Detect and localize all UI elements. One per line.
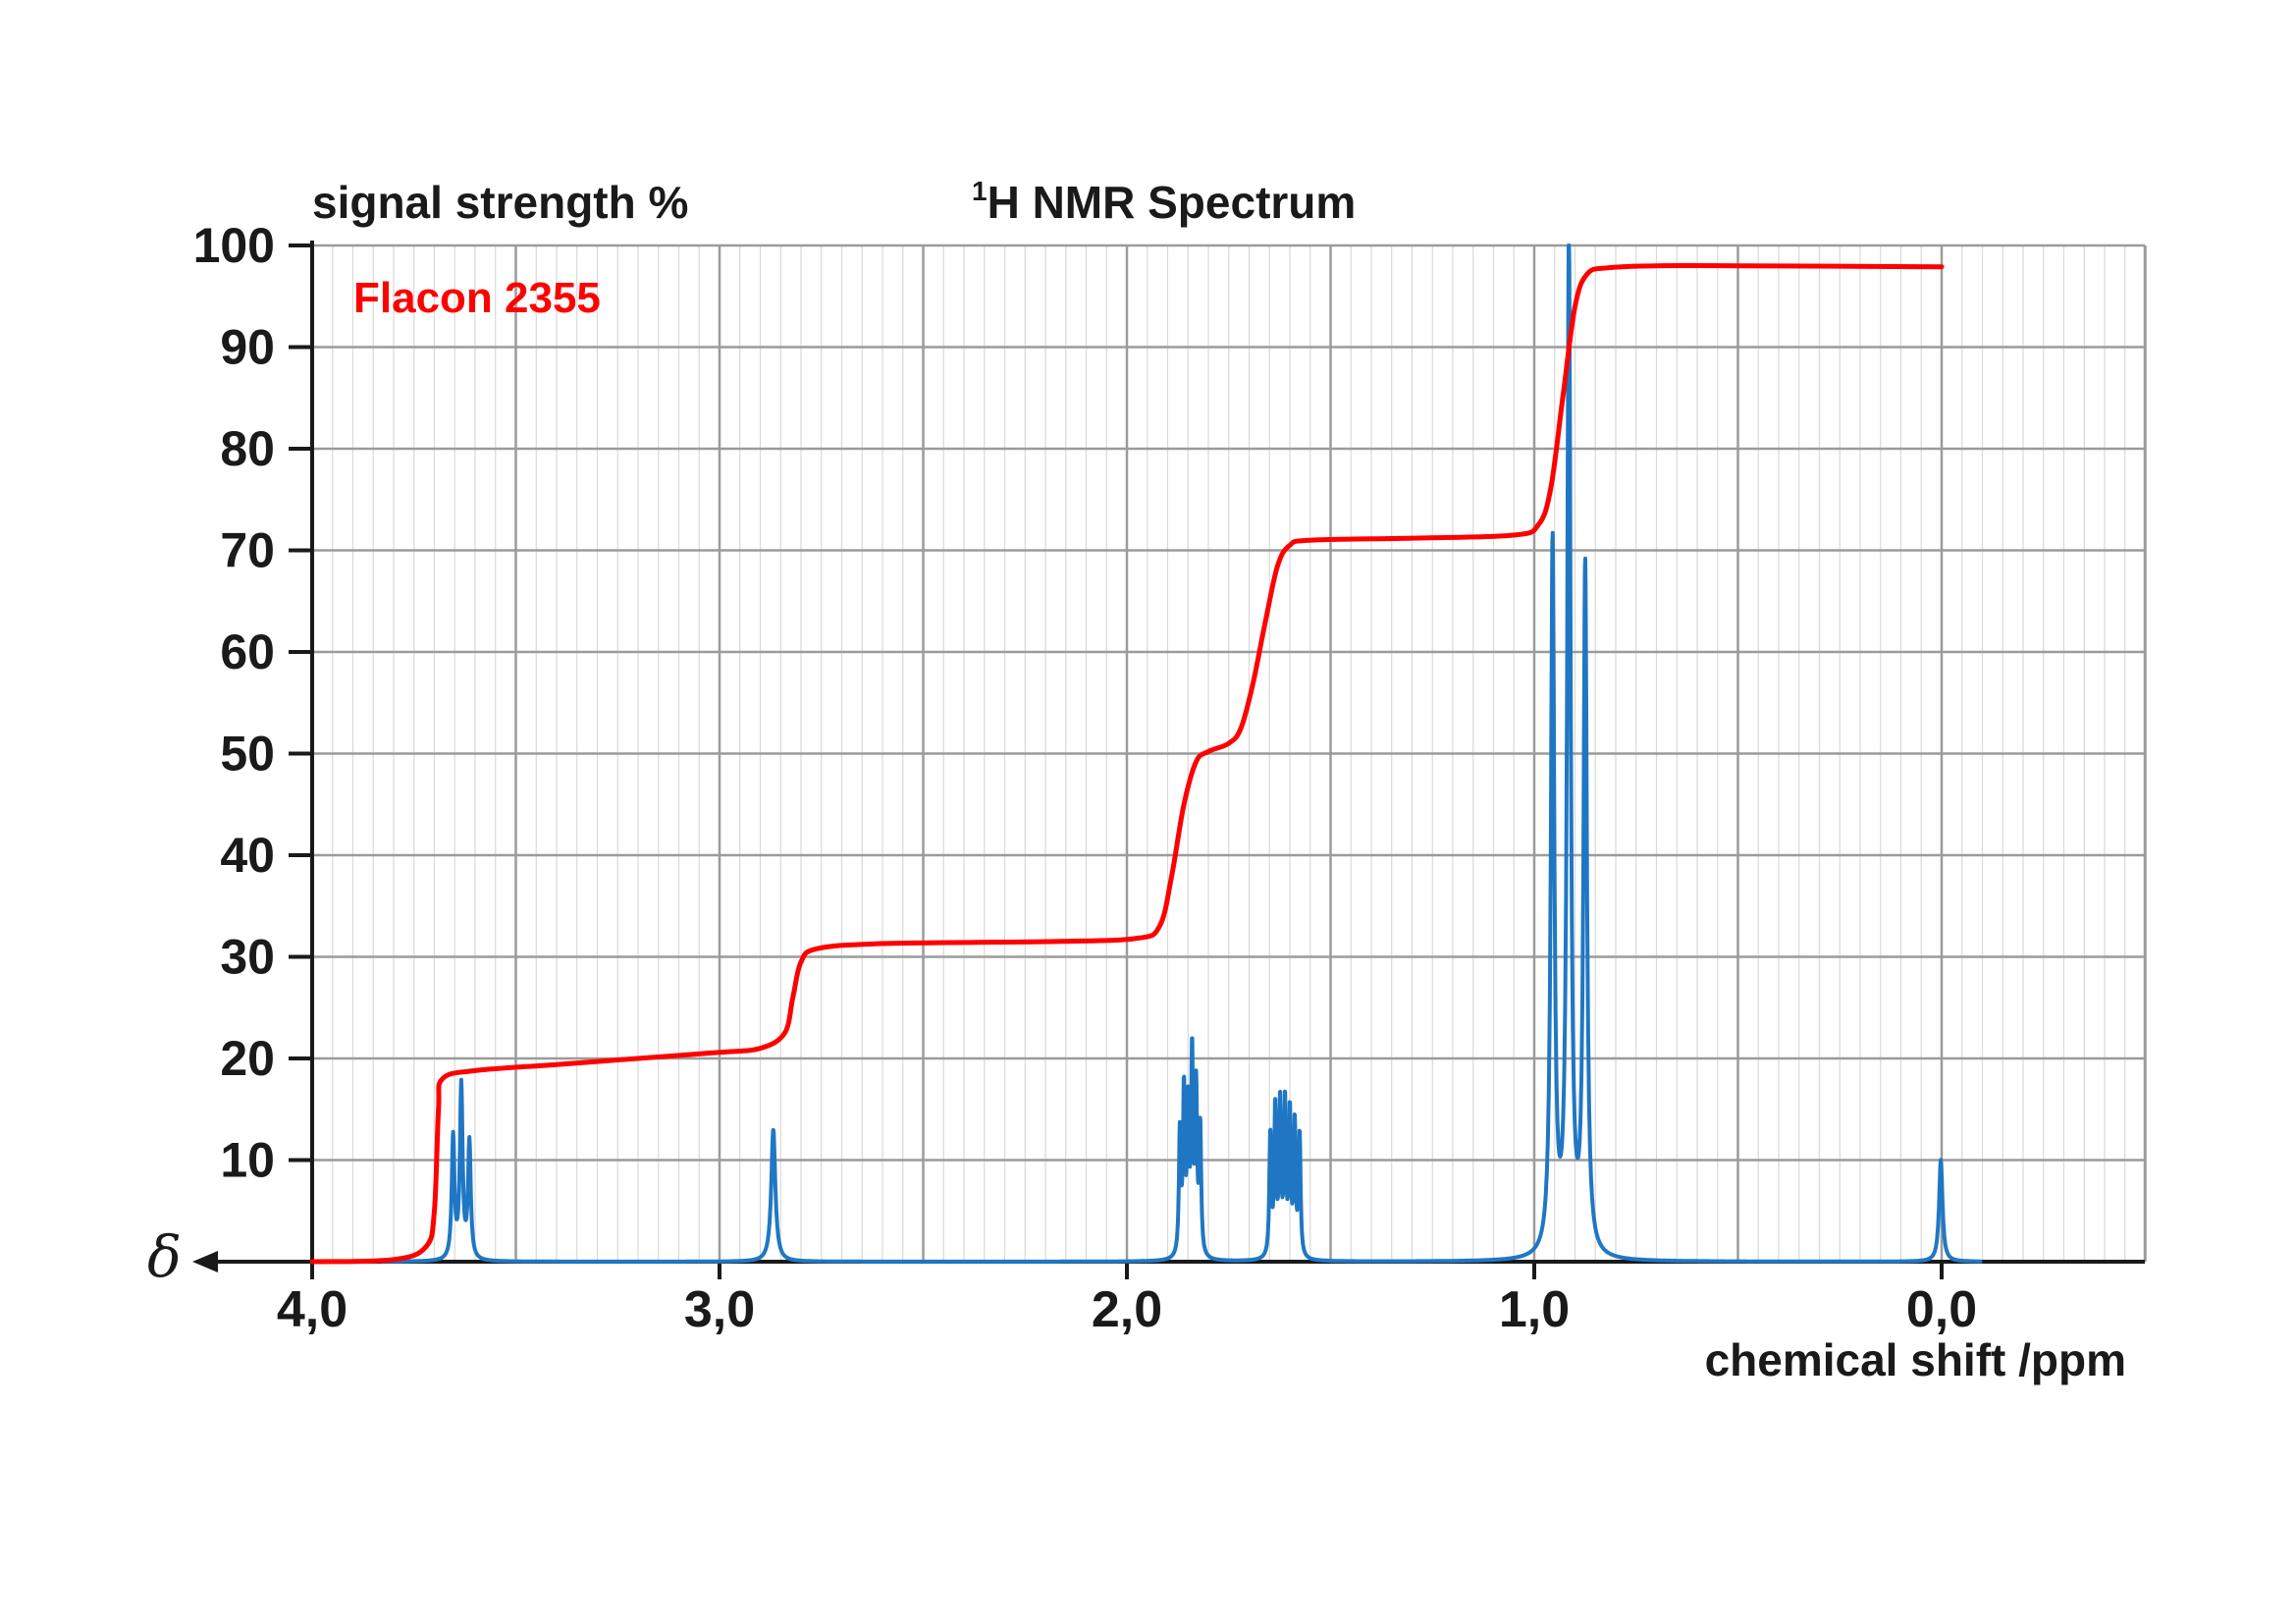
axes (192, 241, 2145, 1279)
y-tick-label: 30 (220, 930, 275, 985)
y-tick-label: 20 (220, 1031, 275, 1086)
x-tick-label: 3,0 (684, 1281, 755, 1338)
x-axis-arrow (192, 1251, 218, 1272)
y-tick-label: 80 (220, 421, 275, 476)
y-tick-label: 90 (220, 320, 275, 375)
y-tick-label: 70 (220, 523, 275, 578)
title-text: H NMR Spectrum (988, 177, 1357, 228)
y-tick-label: 100 (193, 218, 275, 273)
x-axis-label: chemical shift /ppm (1705, 1334, 2126, 1385)
curves (309, 244, 1984, 1265)
x-tick-label: 4,0 (277, 1281, 347, 1338)
y-tick-label: 50 (220, 727, 275, 782)
delta-symbol: δ (147, 1223, 182, 1290)
title-superscript: 1 (972, 176, 988, 206)
y-tick-label: 60 (220, 624, 275, 679)
spectrum-line (379, 244, 1984, 1264)
y-tick-label: 10 (220, 1133, 275, 1188)
y-axis-label: signal strength % (312, 177, 688, 228)
chart-title: 1H NMR Spectrum (972, 176, 1356, 228)
x-tick-label: 2,0 (1092, 1281, 1162, 1338)
flacon-annotation: Flacon 2355 (353, 274, 601, 322)
labels: 10 20 30 40 50 60 70 80 90 100 4,0 3,0 2,0 1,0 0,0 (193, 218, 1978, 1338)
x-tick-label: 1,0 (1499, 1281, 1570, 1338)
x-tick-label: 0,0 (1906, 1281, 1977, 1338)
y-tick-label: 40 (220, 828, 275, 883)
integration-curve (309, 263, 1945, 1265)
